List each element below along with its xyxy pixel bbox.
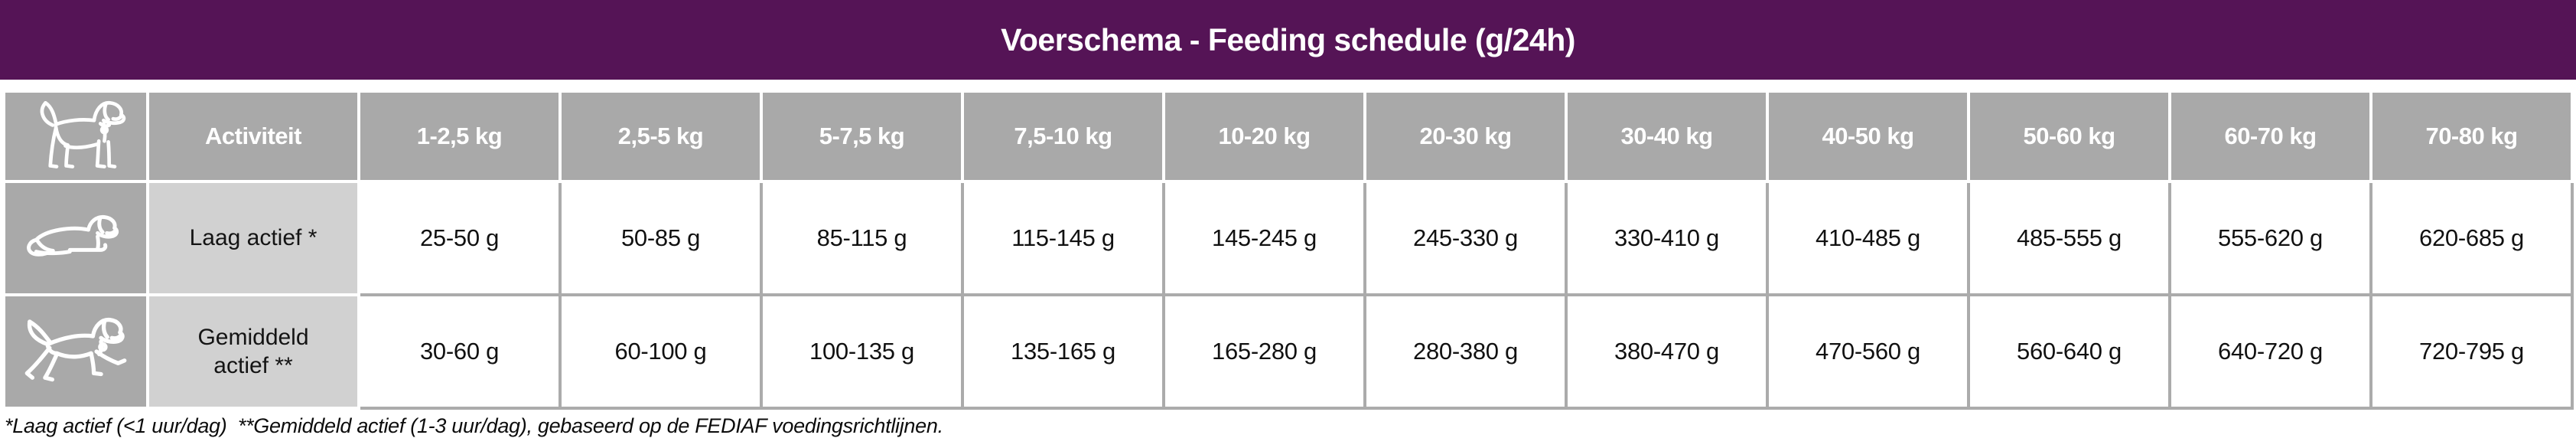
column-header-weight: 60-70 kg	[2168, 90, 2372, 183]
feeding-value: 100-135 g	[760, 293, 964, 410]
feeding-value: 330-410 g	[1565, 180, 1769, 296]
feeding-value: 245-330 g	[1363, 180, 1568, 296]
dog-running-icon	[24, 318, 127, 382]
feeding-value: 145-245 g	[1162, 180, 1366, 296]
column-header-weight: 20-30 kg	[1363, 90, 1568, 183]
dog-lying-icon	[27, 214, 119, 257]
corner-icon-cell	[2, 90, 149, 183]
feeding-value: 720-795 g	[2369, 293, 2574, 410]
column-header-weight: 1-2,5 kg	[357, 90, 562, 183]
column-header-weight: 2,5-5 kg	[559, 90, 763, 183]
feeding-value: 85-115 g	[760, 180, 964, 296]
column-header-weight: 5-7,5 kg	[760, 90, 964, 183]
feeding-value: 410-485 g	[1766, 180, 1970, 296]
feeding-value: 60-100 g	[559, 293, 763, 410]
row-icon-cell	[2, 293, 149, 410]
feeding-schedule-table: Activiteit 1-2,5 kg 2,5-5 kg 5-7,5 kg 7,…	[2, 90, 2574, 410]
column-header-activiteit: Activiteit	[146, 90, 360, 183]
column-header-weight: 70-80 kg	[2369, 90, 2574, 183]
feeding-value: 640-720 g	[2168, 293, 2372, 410]
feeding-value: 165-280 g	[1162, 293, 1366, 410]
column-header-weight: 30-40 kg	[1565, 90, 1769, 183]
feeding-value: 50-85 g	[559, 180, 763, 296]
feeding-value: 485-555 g	[1967, 180, 2171, 296]
column-header-weight: 7,5-10 kg	[961, 90, 1165, 183]
feeding-value: 470-560 g	[1766, 293, 1970, 410]
feeding-value: 560-640 g	[1967, 293, 2171, 410]
row-label: Laag actief *	[146, 180, 360, 296]
dog-standing-icon	[40, 100, 126, 168]
page-title: Voerschema - Feeding schedule (g/24h)	[1001, 21, 1575, 57]
feeding-value: 380-470 g	[1565, 293, 1769, 410]
feeding-value: 280-380 g	[1363, 293, 1568, 410]
table-row-laag-actief: Laag actief * 25-50 g 50-85 g 85-115 g 1…	[2, 180, 2574, 296]
footnote: *Laag actief (<1 uur/dag) **Gemiddeld ac…	[5, 414, 943, 437]
feeding-value: 620-685 g	[2369, 180, 2574, 296]
table-row-gemiddeld-actief: Gemiddeld actief ** 30-60 g 60-100 g 100…	[2, 293, 2574, 410]
feeding-value: 555-620 g	[2168, 180, 2372, 296]
feeding-value: 25-50 g	[357, 180, 562, 296]
feeding-value: 115-145 g	[961, 180, 1165, 296]
row-label: Gemiddeld actief **	[146, 293, 360, 410]
row-icon-cell	[2, 180, 149, 296]
column-header-weight: 50-60 kg	[1967, 90, 2171, 183]
title-bar: Voerschema - Feeding schedule (g/24h)	[0, 0, 2576, 80]
column-header-weight: 10-20 kg	[1162, 90, 1366, 183]
feeding-value: 135-165 g	[961, 293, 1165, 410]
column-header-weight: 40-50 kg	[1766, 90, 1970, 183]
header-row: Activiteit 1-2,5 kg 2,5-5 kg 5-7,5 kg 7,…	[2, 90, 2574, 183]
feeding-value: 30-60 g	[357, 293, 562, 410]
